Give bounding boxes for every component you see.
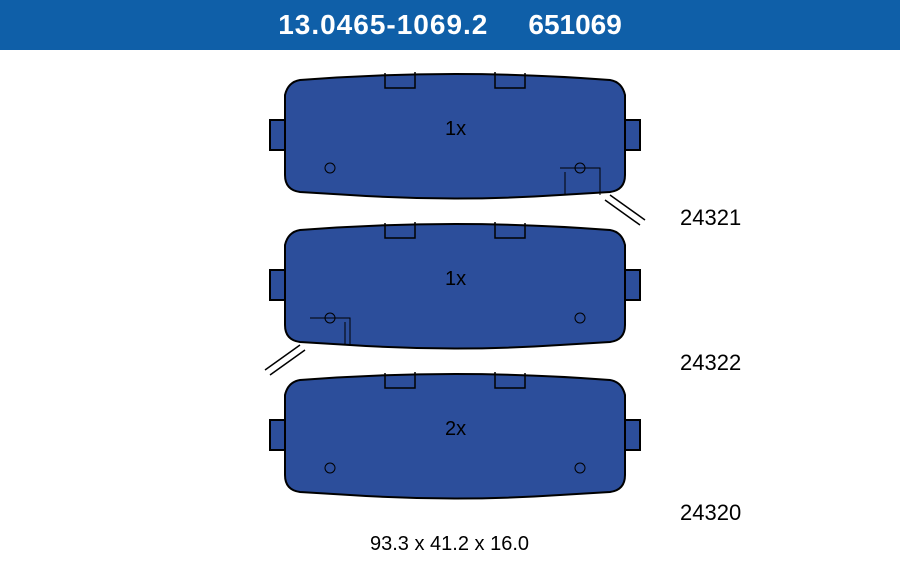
- brake-pad-2: 1x: [265, 222, 640, 375]
- pad3-qty: 2x: [445, 418, 466, 440]
- pad2-qty: 1x: [445, 268, 466, 290]
- header-bar: 13.0465-1069.2 651069: [0, 0, 900, 50]
- secondary-code: 651069: [528, 9, 621, 41]
- brake-pad-1: 1x: [270, 72, 645, 225]
- pad1-qty: 1x: [445, 118, 466, 140]
- brake-pad-3: 2x: [270, 372, 640, 499]
- pad2-partno: 24322: [680, 350, 741, 375]
- pad1-partno: 24321: [680, 205, 741, 230]
- pad3-partno: 24320: [680, 500, 741, 525]
- diagram-area: 1x 24321 1x 24322: [0, 50, 900, 570]
- dimensions-text: 93.3 x 41.2 x 16.0: [370, 533, 529, 555]
- primary-code: 13.0465-1069.2: [278, 9, 488, 41]
